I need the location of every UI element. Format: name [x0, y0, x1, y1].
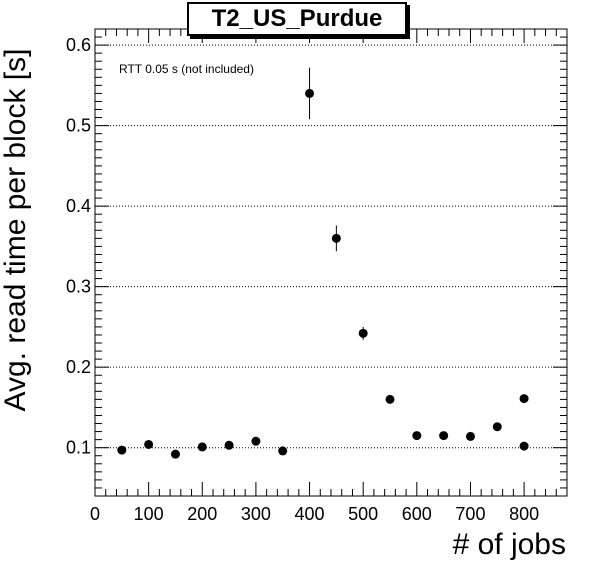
x-tick-label: 600 [402, 504, 432, 524]
data-point [519, 394, 529, 404]
grid-lines [95, 44, 567, 449]
y-axis-label: Avg. read time per block [s] [0, 48, 32, 412]
x-axis-label: # of jobs [452, 528, 566, 561]
data-point [358, 328, 368, 338]
data-point [492, 422, 502, 432]
x-tick-label: 800 [509, 504, 539, 524]
y-tick-label: 0.2 [66, 357, 91, 377]
data-point [305, 88, 315, 98]
y-tick-label: 0.1 [66, 438, 91, 458]
data-point [278, 446, 288, 456]
x-tick-label: 700 [455, 504, 485, 524]
data-point [519, 441, 529, 451]
data-point [251, 436, 261, 446]
data-point [170, 449, 180, 459]
data-point [465, 431, 475, 441]
x-tick-label: 400 [295, 504, 325, 524]
data-point [144, 439, 154, 449]
chart-title: T2_US_Purdue [187, 2, 407, 36]
chart-annotation: RTT 0.05 s (not included) [119, 62, 254, 76]
x-tick-label: 300 [241, 504, 271, 524]
data-point [117, 445, 127, 455]
x-tick-label: 100 [134, 504, 164, 524]
y-tick-label: 0.6 [66, 35, 91, 55]
data-point [412, 431, 422, 441]
x-tick-label: 200 [187, 504, 217, 524]
x-tick-label: 500 [348, 504, 378, 524]
y-tick-label: 0.4 [66, 196, 91, 216]
y-tick-label: 0.3 [66, 277, 91, 297]
data-point [331, 233, 341, 243]
y-tick-label: 0.5 [66, 116, 91, 136]
tick-labels: 0 100 200 300 400 500 600 700 800 0.1 0.2 0.3 0.4 0.5… [66, 35, 539, 524]
data-point [439, 431, 449, 441]
data-point [385, 394, 395, 404]
data-point [224, 440, 234, 450]
x-tick-label: 0 [90, 504, 100, 524]
data-points [117, 67, 529, 459]
data-point [197, 442, 207, 452]
